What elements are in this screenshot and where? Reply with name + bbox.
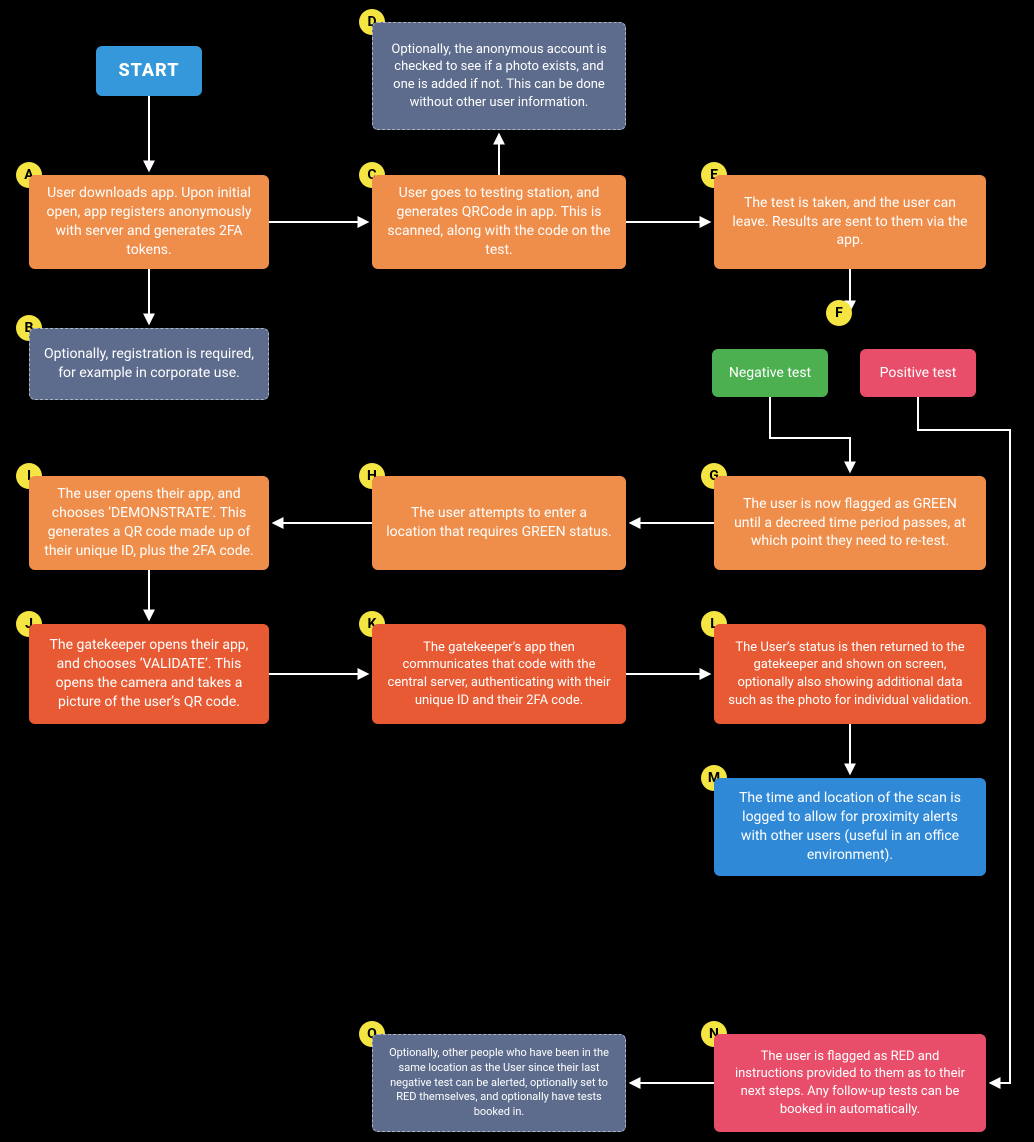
node-text: Positive test — [880, 364, 957, 383]
node-H: The user attempts to enter a location th… — [372, 476, 626, 570]
start-label: START — [118, 59, 179, 83]
node-text: User goes to testing station, and genera… — [386, 184, 612, 260]
edge-F_neg-G — [770, 397, 850, 471]
node-text: The test is taken, and the user can leav… — [728, 194, 972, 251]
node-F_neg: Negative test — [712, 349, 828, 397]
node-B: Optionally, registration is required, fo… — [29, 328, 269, 400]
node-text: Optionally, registration is required, fo… — [44, 345, 254, 383]
node-text: Negative test — [729, 364, 811, 383]
node-K: The gatekeeper’s app then communicates t… — [372, 624, 626, 724]
node-F_pos: Positive test — [860, 349, 976, 397]
node-text: The time and location of the scan is log… — [728, 789, 972, 865]
node-text: The user attempts to enter a location th… — [386, 504, 612, 542]
node-text: The user opens their app, and chooses ‘D… — [43, 485, 255, 561]
node-I: The user opens their app, and chooses ‘D… — [29, 476, 269, 570]
node-text: The gatekeeper’s app then communicates t… — [386, 639, 612, 709]
node-text: User downloads app. Upon initial open, a… — [43, 184, 255, 260]
node-A: User downloads app. Upon initial open, a… — [29, 175, 269, 269]
node-J: The gatekeeper opens their app, and choo… — [29, 624, 269, 724]
node-text: The user is flagged as RED and instructi… — [728, 1048, 972, 1118]
node-N: The user is flagged as RED and instructi… — [714, 1034, 986, 1132]
node-text: The user is now flagged as GREEN until a… — [728, 495, 972, 552]
node-C: User goes to testing station, and genera… — [372, 175, 626, 269]
node-text: The User’s status is then returned to th… — [728, 639, 972, 709]
node-E: The test is taken, and the user can leav… — [714, 175, 986, 269]
node-G: The user is now flagged as GREEN until a… — [714, 476, 986, 570]
flow-edges — [0, 0, 1034, 1142]
node-O: Optionally, other people who have been i… — [372, 1034, 626, 1132]
node-L: The User’s status is then returned to th… — [714, 624, 986, 724]
node-text: Optionally, other people who have been i… — [387, 1046, 611, 1120]
start-node: START — [96, 46, 202, 96]
node-M: The time and location of the scan is log… — [714, 778, 986, 876]
node-text: The gatekeeper opens their app, and choo… — [43, 636, 255, 712]
node-text: Optionally, the anonymous account is che… — [387, 41, 611, 111]
node-badge-F: F — [826, 300, 852, 326]
node-D: Optionally, the anonymous account is che… — [372, 22, 626, 130]
